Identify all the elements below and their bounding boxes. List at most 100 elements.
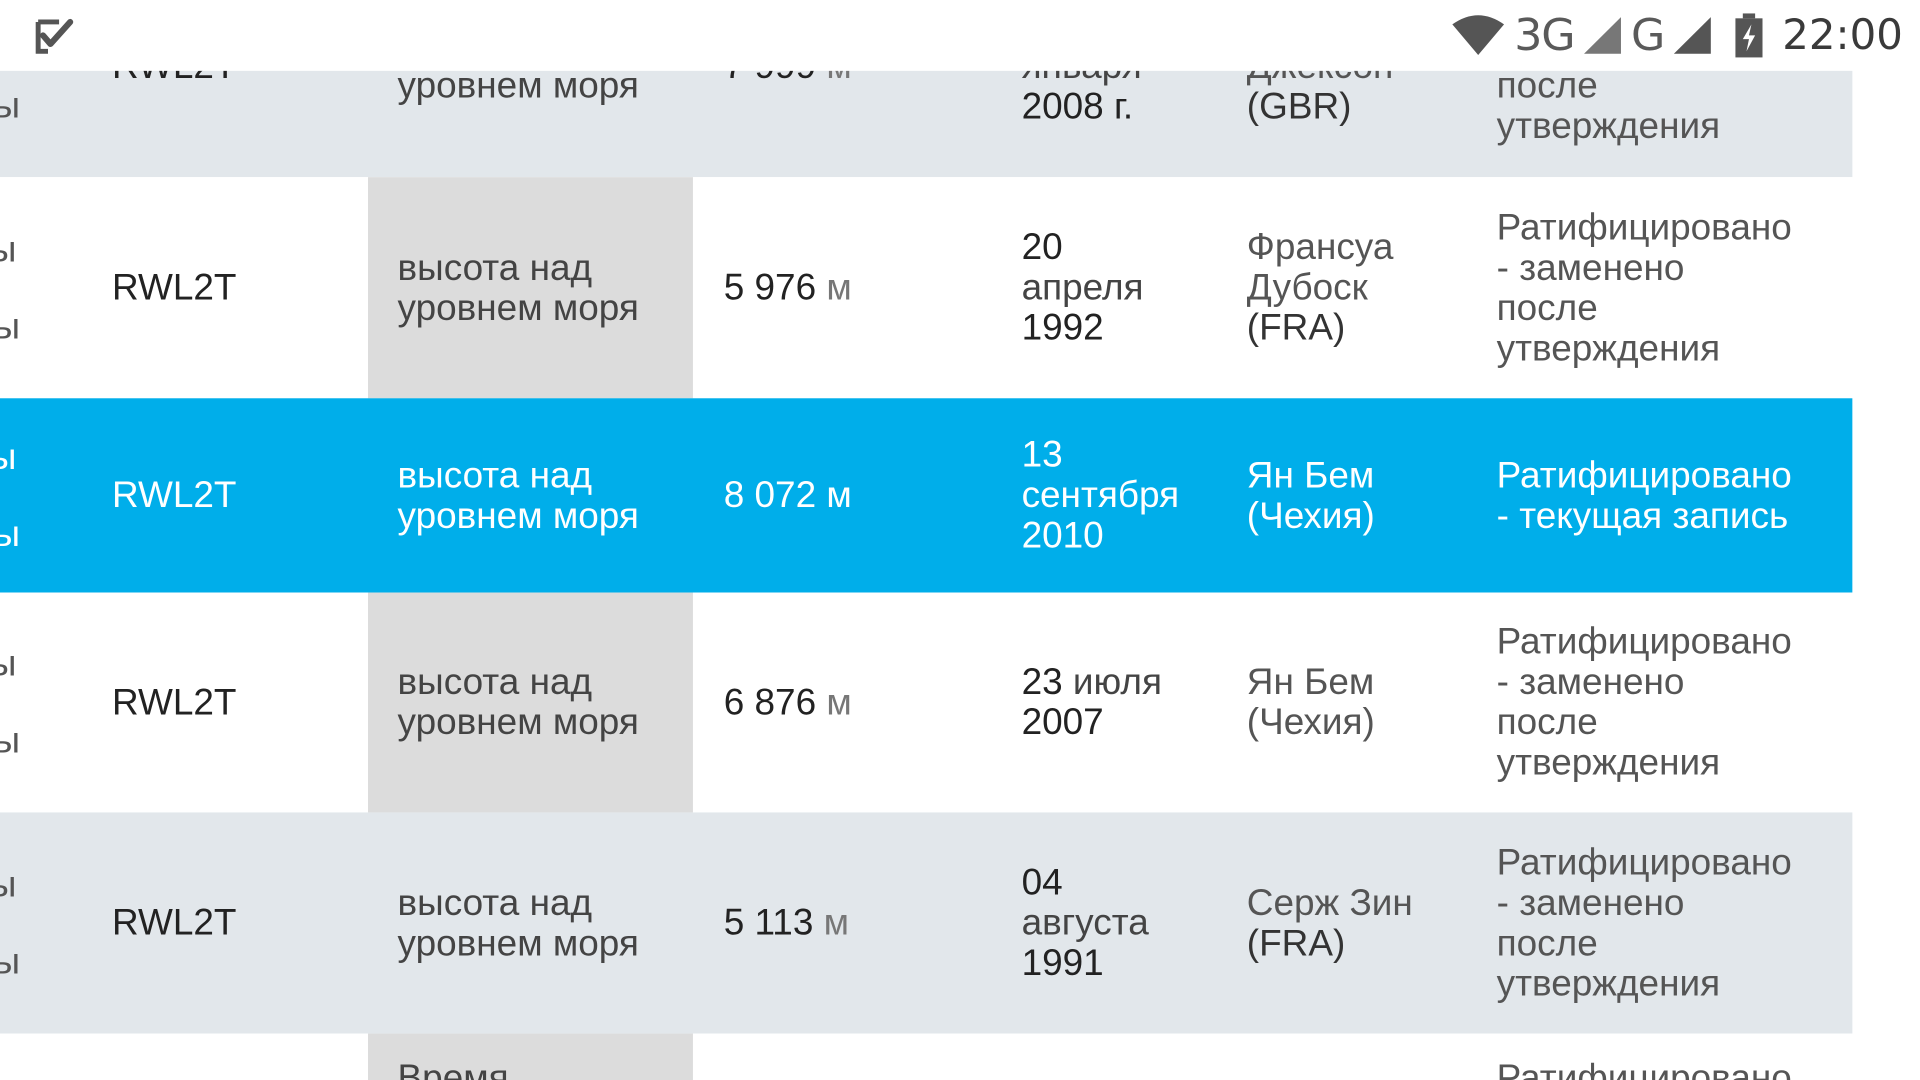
status-line: Ратифицировано — [1496, 455, 1792, 496]
cell-status: Ратифицировано - заменено после утвержде… — [1497, 812, 1848, 1033]
code-text: RWL2T — [112, 267, 237, 308]
cell-value: 5 113 м — [724, 812, 995, 1033]
cell-athlete: Ян Бем (Чехия) — [1247, 398, 1481, 592]
cell-code: RWL2T — [112, 593, 358, 813]
cell-date: 13 сентября 2010 — [1022, 398, 1231, 592]
athlete-name: Франсуа — [1246, 227, 1394, 268]
table-row[interactable]: Время Ратифицировано — [0, 1033, 1853, 1080]
type-text: уровнем моря — [397, 495, 639, 536]
value-text: 6 876 — [723, 682, 817, 723]
date-year: 1992 — [1021, 307, 1104, 349]
category-text: ры — [0, 306, 20, 346]
cell-type: высота над уровнем моря — [368, 177, 693, 399]
cell-category: ты ры — [0, 398, 98, 592]
date-year: 2010 — [1021, 515, 1104, 556]
cell-category: ты ры — [0, 812, 98, 1033]
type-text: уровнем моря — [397, 65, 639, 107]
value-text: 5 976 — [723, 267, 817, 308]
status-line: утверждения — [1496, 106, 1721, 147]
cell-value: 5 976 м — [724, 177, 995, 398]
cell-type: уровнем моря — [368, 0, 693, 177]
cell-athlete: Серж Зин (FRA) — [1247, 812, 1481, 1033]
date-day: 04 — [1021, 862, 1063, 903]
type-text: уровнем моря — [397, 287, 639, 329]
date-year: 1991 — [1021, 943, 1104, 984]
cell-category: ры — [0, 0, 98, 177]
cell-athlete: Франсуа Дубоск (FRA) — [1247, 177, 1481, 398]
date-month: апреля — [1021, 267, 1144, 308]
cell-code: RWL2T — [112, 812, 358, 1033]
unit-text: м — [826, 267, 852, 308]
date-year: 2007 — [1021, 702, 1104, 743]
unit-text: м — [823, 902, 850, 944]
status-icons: 3G G 22:00 — [1450, 0, 1903, 71]
athlete-name: Серж Зин — [1246, 882, 1413, 923]
type-text: уровнем моря — [397, 922, 639, 964]
cell-type: высота над уровнем моря — [368, 812, 693, 1033]
date-day: 20 — [1021, 227, 1063, 268]
category-text: ты — [0, 644, 20, 684]
status-line: Ратифицировано — [1496, 621, 1792, 663]
status-line: после — [1496, 65, 1598, 107]
cell-value: 8 072 м — [724, 398, 995, 592]
status-line: - заменено — [1496, 882, 1685, 923]
athlete-name: Дубоск — [1246, 267, 1368, 308]
date-month: сентября — [1021, 475, 1180, 516]
cell-type: Время — [368, 1033, 693, 1080]
unit-text: м — [826, 682, 852, 723]
cell-date: 04 августа 1991 — [1022, 812, 1231, 1033]
cell-athlete: Ян Бем (Чехия) — [1247, 593, 1481, 813]
category-text: ты — [0, 229, 20, 269]
value-text: 5 113 — [723, 902, 814, 944]
status-line: - заменено — [1496, 662, 1685, 703]
wifi-icon — [1452, 15, 1505, 55]
cell-status: Ратифицировано - текущая запись — [1497, 398, 1848, 592]
date-day: 13 — [1021, 434, 1063, 476]
status-line: после — [1496, 922, 1598, 964]
cell-signal-icon — [1584, 17, 1622, 54]
type-text: Время — [397, 1057, 509, 1080]
status-line: утверждения — [1496, 963, 1721, 1004]
category-text: ты — [0, 437, 20, 477]
task-checkmark-icon — [35, 18, 74, 54]
date-day: 23 — [1021, 662, 1063, 703]
date-month: августа — [1021, 902, 1149, 944]
cell-date: 20 апреля 1992 — [1022, 177, 1231, 398]
status-line: - текущая запись — [1496, 495, 1789, 536]
status-line: Ратифицировано — [1496, 842, 1792, 883]
cell-value: 6 876 м — [724, 593, 995, 813]
cell-type: высота над уровнем моря — [368, 398, 693, 592]
value-text: 8 072 — [723, 475, 817, 516]
category-text: ры — [0, 514, 20, 554]
status-line: утверждения — [1496, 742, 1721, 784]
date-month: июля — [1072, 662, 1162, 703]
athlete-country: (GBR) — [1246, 86, 1352, 128]
cell-category: ты ры — [0, 177, 98, 398]
cell-signal-2-icon — [1673, 17, 1711, 54]
network-type-label: 3G — [1514, 10, 1575, 61]
cell-type: высота над уровнем моря — [368, 592, 693, 813]
code-text: RWL2T — [112, 902, 237, 944]
category-text: ты — [0, 864, 20, 904]
type-text: уровнем моря — [397, 702, 639, 743]
category-text: ры — [0, 941, 20, 981]
cell-status: Ратифицировано - заменено после утвержде… — [1497, 593, 1848, 813]
athlete-country: (FRA) — [1246, 922, 1346, 964]
clock: 22:00 — [1782, 10, 1903, 60]
status-line: после — [1496, 702, 1598, 743]
category-text: ры — [0, 86, 20, 126]
cell-status: после утверждения — [1497, 0, 1848, 177]
cell-status: Ратифицировано - заменено после утвержде… — [1497, 177, 1848, 398]
athlete-country: (Чехия) — [1246, 495, 1375, 536]
status-line: утверждения — [1496, 328, 1721, 369]
cell-code: RWL2T — [112, 398, 358, 592]
status-line: после — [1496, 287, 1598, 329]
code-text: RWL2T — [112, 682, 237, 723]
athlete-name: Ян Бем — [1246, 455, 1375, 496]
status-line: Ратифицировано — [1496, 207, 1792, 248]
